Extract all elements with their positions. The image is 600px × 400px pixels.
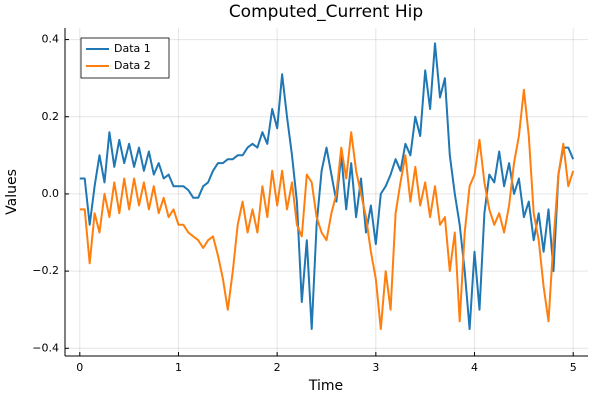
x-tick-label: 2 bbox=[274, 361, 281, 374]
x-tick-label: 1 bbox=[175, 361, 182, 374]
x-tick-label: 0 bbox=[76, 361, 83, 374]
legend-box bbox=[80, 37, 170, 79]
y-axis-label: Values bbox=[4, 169, 20, 215]
chart-title: Computed_Current Hip bbox=[229, 2, 423, 22]
data-line bbox=[79, 88, 575, 330]
legend-label: Data 1 bbox=[114, 42, 151, 55]
x-tick-label: 3 bbox=[372, 361, 379, 374]
y-tick-label: −0.4 bbox=[32, 341, 59, 354]
x-axis-label: Time bbox=[308, 378, 343, 394]
data-line bbox=[79, 42, 575, 330]
y-tick-label: −0.2 bbox=[32, 264, 59, 277]
x-tick-label: 4 bbox=[471, 361, 478, 374]
y-tick-label: 0.0 bbox=[42, 187, 60, 200]
legend-label: Data 2 bbox=[114, 59, 151, 72]
x-tick-label: 5 bbox=[570, 361, 577, 374]
y-tick-label: 0.4 bbox=[42, 33, 60, 46]
y-tick-label: 0.2 bbox=[42, 110, 60, 123]
